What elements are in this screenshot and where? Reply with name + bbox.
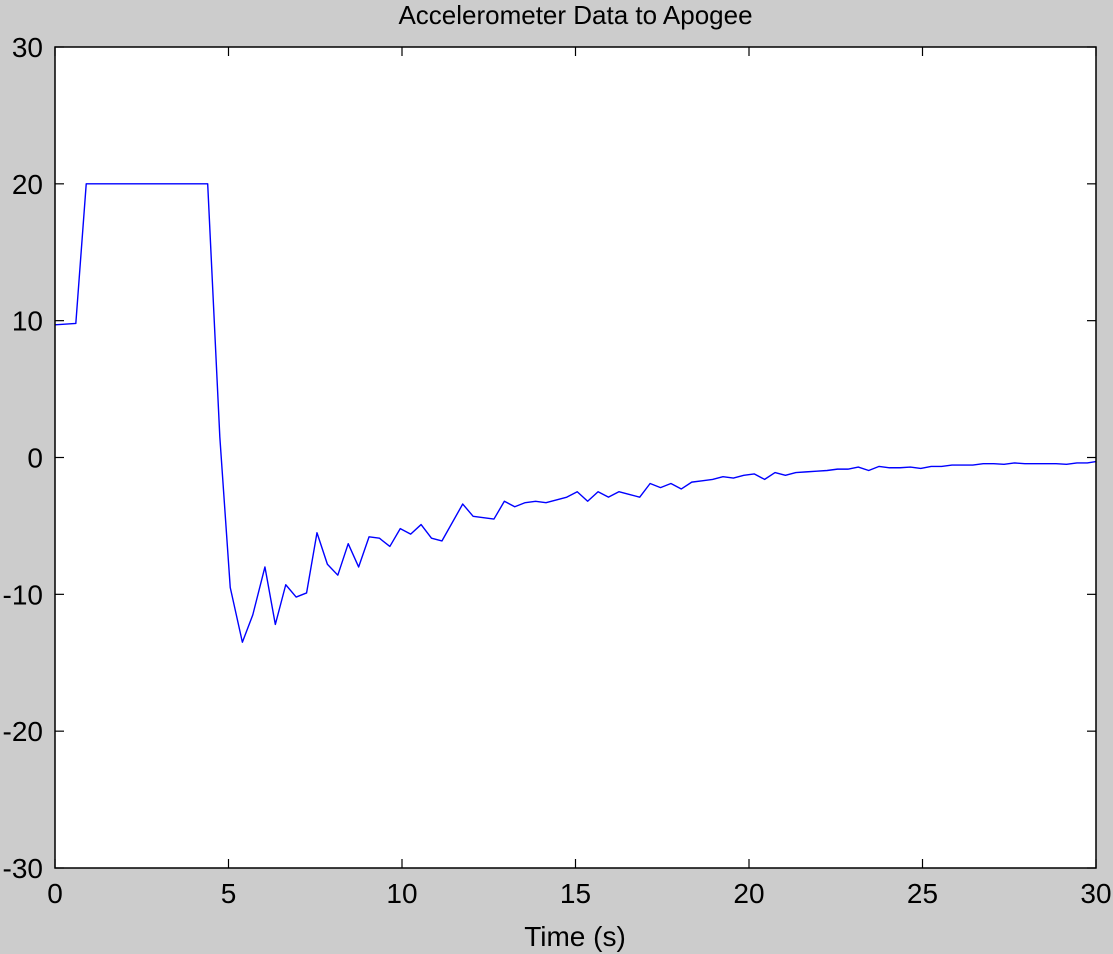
- x-tick-label: 0: [47, 878, 63, 909]
- y-tick-label: 20: [12, 169, 43, 200]
- x-tick-label: 15: [560, 878, 591, 909]
- axis-tick-labels: 0 5 10 15 20 25 30 -30 -20 -10 0 10 20 30: [3, 32, 1112, 909]
- y-tick-label: 10: [12, 306, 43, 337]
- y-tick-label: -30: [3, 853, 43, 884]
- y-tick-label: 0: [27, 443, 43, 474]
- series-layer: [54, 183, 1097, 643]
- x-tick-label: 10: [386, 878, 417, 909]
- x-axis-label: Time (s): [524, 921, 626, 952]
- x-tick-label: 25: [907, 878, 938, 909]
- plot-frame: [54, 46, 1097, 869]
- x-tick-label: 20: [733, 878, 764, 909]
- x-tick-label: 30: [1080, 878, 1111, 909]
- x-tick-label: 5: [221, 878, 237, 909]
- y-tick-label: -10: [3, 579, 43, 610]
- plot-area: [55, 47, 1096, 868]
- chart-title: Accelerometer Data to Apogee: [398, 0, 752, 30]
- y-tick-label: 30: [12, 32, 43, 63]
- series-line-0: [54, 183, 1097, 643]
- y-tick-label: -20: [3, 716, 43, 747]
